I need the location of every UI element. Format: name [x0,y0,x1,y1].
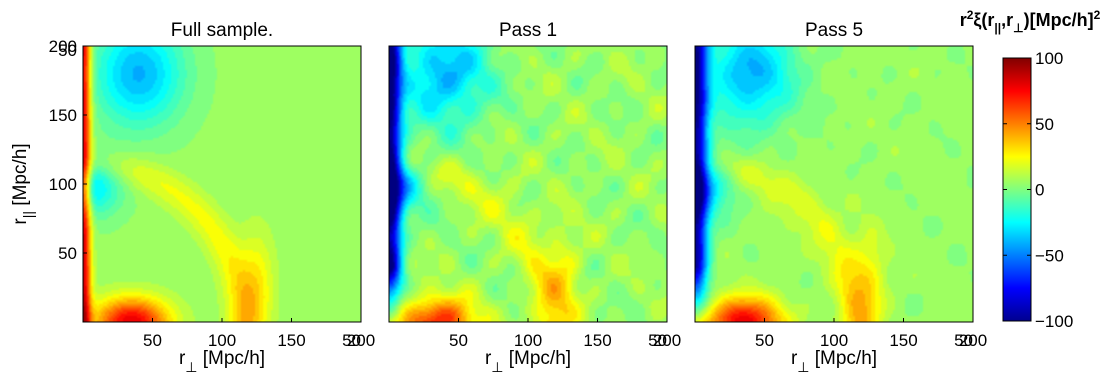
x-tick-label: 100 [208,331,236,350]
panel-2-heatmap [389,46,667,322]
y-tick-label: 100 [49,175,77,194]
x-tick-label: 50 [755,331,774,350]
panel-3-title: Pass 5 [805,20,863,41]
x-tick-label: 200 [959,331,987,350]
x-tick-label: 50 [143,331,162,350]
colorbar-tick-label: 50 [1035,115,1054,134]
colorbar-title: r2ξ(r||,r⊥)[Mpc/h]2 [960,8,1101,35]
x-tick-label: 50 [648,331,667,350]
y-tick-label: 200 [49,37,77,56]
x-tick-label: 150 [277,331,305,350]
y-tick-label: 50 [58,41,77,60]
x-tick-label: 200 [347,331,375,350]
x-tick-label: 50 [342,331,361,350]
panel-3-xlabel: r⊥ [Mpc/h] [791,348,877,375]
panel-2-xlabel: r⊥ [Mpc/h] [485,348,571,375]
colorbar-tick-label: −50 [1035,246,1064,265]
x-tick-label: 100 [514,331,542,350]
x-tick-label: 50 [449,331,468,350]
panel-1-xlabel: r⊥ [Mpc/h] [179,348,265,375]
x-tick-label: 100 [820,331,848,350]
colorbar-bar [1002,57,1032,322]
y-tick-label: 50 [58,244,77,263]
x-tick-label: 150 [583,331,611,350]
colorbar-tick-label: 0 [1035,181,1044,200]
colorbar-tick-label: 100 [1035,49,1063,68]
colorbar-tick-label: −100 [1035,312,1073,331]
panel-1-title: Full sample. [171,20,273,41]
x-tick-label: 50 [954,331,973,350]
panel-2-title: Pass 1 [499,20,557,41]
panel-1-heatmap [83,46,361,322]
x-tick-label: 150 [889,331,917,350]
panel-3-heatmap [695,46,973,322]
x-tick-label: 200 [653,331,681,350]
colorbar-ticks: 100 50 0 −50 −100 [1003,49,1073,331]
colorbar: r2ξ(r||,r⊥)[Mpc/h]2 100 50 0 −50 −100 [960,8,1101,331]
panel-1-ylabel: r|| [Mpc/h] [10,143,36,224]
y-tick-label: 150 [49,106,77,125]
